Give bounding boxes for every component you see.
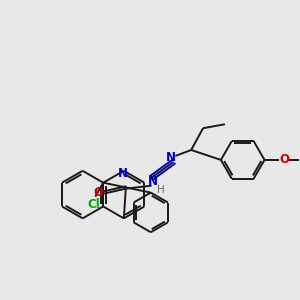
Text: N: N	[167, 152, 176, 164]
Text: O: O	[279, 153, 289, 167]
Text: H: H	[157, 184, 164, 195]
Text: Cl: Cl	[87, 198, 100, 211]
Text: N: N	[148, 175, 158, 188]
Text: O: O	[93, 186, 103, 199]
Text: N: N	[118, 167, 128, 180]
